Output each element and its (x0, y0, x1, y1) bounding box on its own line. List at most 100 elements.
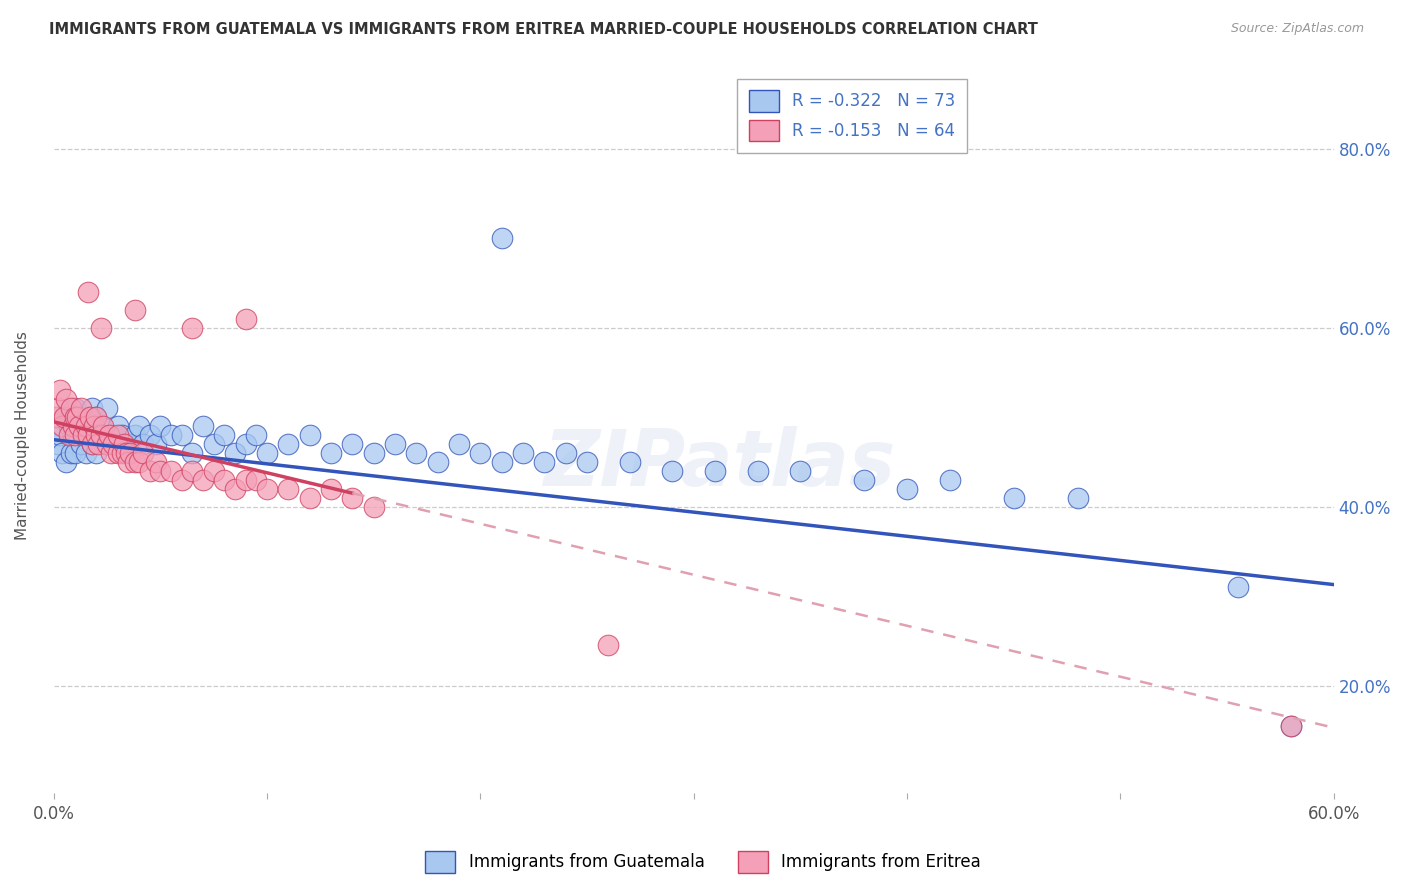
Point (79, 410, 101, 425)
Point (107, 437, 129, 451)
Point (235, 473, 257, 487)
Point (319, 446, 342, 460)
Point (117, 437, 139, 451)
Point (1002, 491, 1025, 505)
Point (72, 419, 94, 434)
Point (115, 446, 138, 460)
Point (76, 285, 98, 299)
Point (75, 428, 97, 442)
Point (384, 437, 406, 451)
Point (63, 428, 86, 442)
Point (342, 437, 364, 451)
Point (117, 455, 139, 469)
Point (214, 473, 236, 487)
Text: IMMIGRANTS FROM GUATEMALA VS IMMIGRANTS FROM ERITREA MARRIED-COUPLE HOUSEHOLDS C: IMMIGRANTS FROM GUATEMALA VS IMMIGRANTS … (49, 22, 1038, 37)
Point (53, 410, 76, 425)
Point (55, 392, 77, 407)
Point (298, 491, 321, 505)
Point (1279, 719, 1302, 733)
Point (661, 464, 683, 478)
Point (181, 446, 204, 460)
Point (120, 446, 142, 460)
Point (181, 464, 204, 478)
Point (224, 446, 246, 460)
Point (1066, 491, 1088, 505)
Legend: Immigrants from Guatemala, Immigrants from Eritrea: Immigrants from Guatemala, Immigrants fr… (419, 845, 987, 880)
Text: ZIPatlas: ZIPatlas (543, 425, 896, 502)
Point (277, 482, 299, 496)
Point (90, 321, 112, 335)
Point (128, 455, 150, 469)
Point (70, 401, 93, 416)
Point (90, 428, 112, 442)
Point (59, 446, 82, 460)
Point (63, 446, 86, 460)
Point (245, 428, 267, 442)
Point (107, 446, 129, 460)
Point (170, 428, 193, 442)
Point (145, 437, 167, 451)
Point (111, 446, 134, 460)
Point (76, 428, 98, 442)
Point (470, 446, 492, 460)
Point (59, 401, 82, 416)
Point (704, 464, 727, 478)
Point (512, 446, 534, 460)
Point (575, 455, 598, 469)
Point (96, 437, 118, 451)
Point (100, 446, 122, 460)
Point (1279, 719, 1302, 733)
Point (107, 419, 129, 434)
Point (84, 410, 107, 425)
Point (76, 410, 98, 425)
Point (160, 428, 183, 442)
Point (491, 455, 513, 469)
Point (103, 437, 125, 451)
Point (46, 401, 69, 416)
Point (96, 437, 118, 451)
Point (619, 455, 641, 469)
Point (80, 437, 103, 451)
Point (45, 410, 67, 425)
Point (256, 482, 278, 496)
Point (214, 428, 236, 442)
Point (224, 482, 246, 496)
Point (747, 464, 769, 478)
Point (124, 428, 146, 442)
Point (256, 446, 278, 460)
Point (202, 437, 225, 451)
Point (72, 428, 94, 442)
Y-axis label: Married-couple Households: Married-couple Households (15, 331, 30, 540)
Point (58, 428, 80, 442)
Point (70, 437, 93, 451)
Point (46, 437, 69, 451)
Point (112, 437, 135, 451)
Point (124, 303, 146, 318)
Point (90, 419, 112, 434)
Point (63, 401, 86, 416)
Point (132, 437, 155, 451)
Point (426, 455, 449, 469)
Point (53, 410, 76, 425)
Point (202, 464, 225, 478)
Point (235, 312, 257, 326)
Point (107, 428, 129, 442)
Text: Source: ZipAtlas.com: Source: ZipAtlas.com (1230, 22, 1364, 36)
Point (789, 464, 811, 478)
Point (75, 446, 97, 460)
Point (363, 446, 385, 460)
Point (91, 419, 114, 434)
Point (170, 473, 193, 487)
Point (58, 419, 80, 434)
Point (63, 410, 86, 425)
Point (51, 446, 73, 460)
Point (87, 437, 110, 451)
Point (55, 455, 77, 469)
Point (62, 419, 84, 434)
Point (84, 428, 107, 442)
Point (298, 428, 321, 442)
Point (91, 428, 114, 442)
Point (896, 482, 918, 496)
Point (235, 437, 257, 451)
Point (491, 231, 513, 245)
